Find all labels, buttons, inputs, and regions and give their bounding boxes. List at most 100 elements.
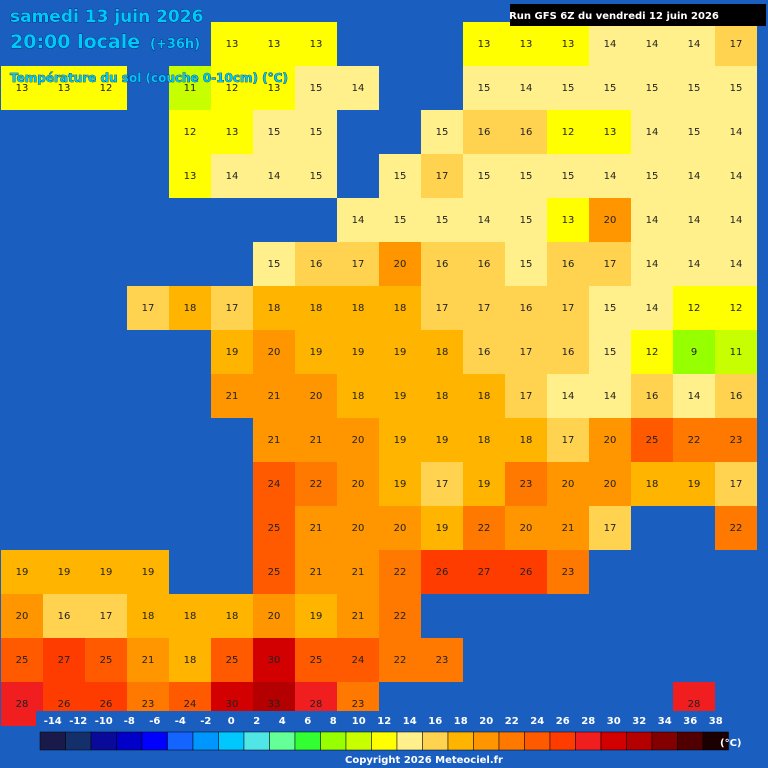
temperature-cell	[589, 198, 631, 242]
temperature-cell	[673, 198, 715, 242]
legend-label: -6	[149, 716, 160, 727]
temperature-cell	[673, 330, 715, 374]
temperature-cell	[421, 638, 463, 682]
temperature-cell	[547, 550, 589, 594]
date: samedi 13 juin 2026	[10, 7, 203, 27]
legend-swatch	[65, 731, 92, 751]
legend-swatch	[294, 731, 321, 751]
temperature-label: 18	[520, 435, 533, 446]
temperature-cell	[379, 242, 421, 286]
legend-label: -2	[200, 716, 211, 727]
temperature-cell	[547, 330, 589, 374]
temperature-cell	[631, 374, 673, 418]
temperature-cell	[673, 462, 715, 506]
temperature-label: 14	[688, 259, 701, 270]
temperature-cell	[379, 154, 421, 198]
temperature-label: 12	[646, 347, 659, 358]
temperature-label: 22	[478, 523, 491, 534]
temperature-cell	[337, 418, 379, 462]
temperature-label: 15	[562, 171, 575, 182]
legend-label: 4	[279, 716, 286, 727]
temperature-cell	[673, 154, 715, 198]
temperature-label: 22	[394, 611, 407, 622]
legend-swatch	[651, 731, 678, 751]
legend-label: 12	[377, 716, 391, 727]
temperature-label: 11	[730, 347, 743, 358]
temperature-cell	[547, 242, 589, 286]
temperature-label: 16	[562, 259, 575, 270]
temperature-label: 17	[520, 347, 533, 358]
temperature-label: 23	[520, 479, 533, 490]
temperature-cell	[127, 550, 169, 594]
temperature-cell	[589, 242, 631, 286]
temperature-label: 26	[58, 699, 71, 710]
legend-label: 14	[403, 716, 417, 727]
temperature-label: 14	[226, 171, 239, 182]
temperature-label: 20	[268, 611, 281, 622]
temperature-label: 17	[730, 479, 743, 490]
temperature-cell	[127, 286, 169, 330]
temperature-label: 14	[688, 215, 701, 226]
temperature-label: 16	[730, 391, 743, 402]
temperature-cell	[547, 506, 589, 550]
temperature-label: 17	[436, 171, 449, 182]
temperature-label: 15	[310, 127, 323, 138]
temperature-label: 13	[268, 83, 281, 94]
legend-swatch	[600, 731, 627, 751]
legend-swatch	[141, 731, 168, 751]
temperature-label: 15	[604, 303, 617, 314]
temperature-label: 13	[184, 171, 197, 182]
temperature-label: 17	[604, 523, 617, 534]
temperature-cell	[589, 418, 631, 462]
temperature-label: 17	[730, 39, 743, 50]
temperature-cell	[463, 110, 505, 154]
temperature-cell	[715, 66, 757, 110]
temperature-cell	[253, 110, 295, 154]
temperature-label: 18	[310, 303, 323, 314]
temperature-cell	[337, 594, 379, 638]
temperature-label: 16	[562, 347, 575, 358]
temperature-cell	[337, 330, 379, 374]
temperature-label: 17	[352, 259, 365, 270]
temperature-label: 12	[184, 127, 197, 138]
temperature-label: 22	[730, 523, 743, 534]
temperature-label: 18	[436, 391, 449, 402]
temperature-label: 18	[478, 435, 491, 446]
temperature-label: 18	[478, 391, 491, 402]
legend-swatch	[422, 731, 449, 751]
temperature-cell	[253, 506, 295, 550]
temperature-cell	[715, 506, 757, 550]
temperature-cell	[505, 286, 547, 330]
temperature-label: 13	[16, 83, 29, 94]
temperature-cell	[673, 242, 715, 286]
temperature-cell	[253, 330, 295, 374]
temperature-cell	[43, 550, 85, 594]
legend-swatch	[269, 731, 296, 751]
temperature-label: 22	[688, 435, 701, 446]
temperature-cell	[715, 22, 757, 66]
temperature-label: 13	[310, 39, 323, 50]
temperature-cell	[253, 594, 295, 638]
temperature-cell	[589, 286, 631, 330]
temperature-cell	[253, 638, 295, 682]
temperature-label: 13	[58, 83, 71, 94]
legend-swatch	[626, 731, 653, 751]
temperature-cell	[211, 594, 253, 638]
legend-swatch	[218, 731, 245, 751]
temperature-cell	[253, 374, 295, 418]
temperature-label: 19	[142, 567, 155, 578]
temperature-cell	[379, 374, 421, 418]
temperature-label: 15	[520, 215, 533, 226]
legend-swatch	[677, 731, 704, 751]
temperature-label: 17	[436, 303, 449, 314]
temperature-cell	[505, 330, 547, 374]
temperature-cell	[127, 638, 169, 682]
temperature-cell	[1, 594, 43, 638]
legend-swatch	[90, 731, 117, 751]
temperature-cell	[211, 374, 253, 418]
temperature-cell	[379, 638, 421, 682]
legend-swatch	[39, 731, 66, 751]
temperature-label: 15	[478, 83, 491, 94]
temperature-cell	[295, 330, 337, 374]
